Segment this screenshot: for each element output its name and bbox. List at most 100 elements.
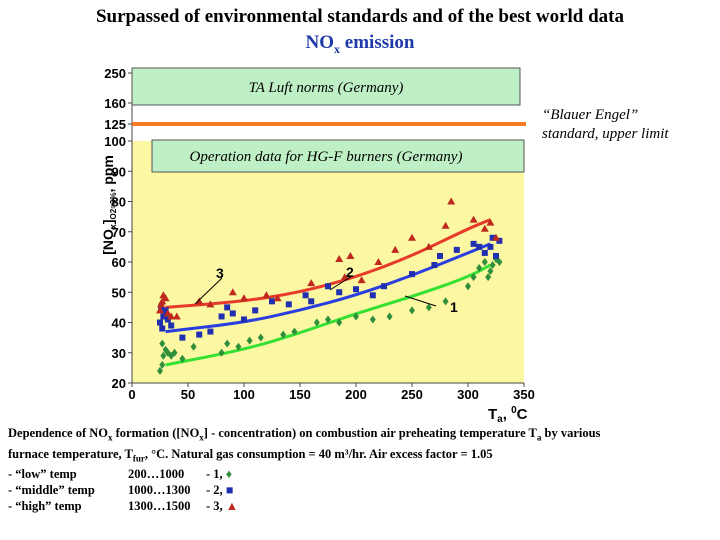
curve-3-label: 3	[216, 265, 224, 281]
subtitle-rest: emission	[340, 32, 415, 53]
y-tick-label: 80	[112, 195, 126, 210]
point-low	[179, 354, 186, 363]
point-high	[273, 294, 282, 302]
point-low	[476, 264, 483, 273]
point-low	[409, 306, 415, 315]
triangle-icon: ▲	[225, 499, 239, 513]
subtitle-sub: x	[334, 41, 341, 56]
ta-luft-label: TA Luft norms (Germany)	[249, 80, 404, 96]
point-middle	[285, 301, 292, 308]
point-high	[167, 312, 176, 320]
point-middle	[325, 283, 331, 290]
point-high	[469, 215, 478, 223]
point-high	[391, 245, 400, 253]
point-low	[336, 318, 343, 327]
point-middle	[162, 307, 169, 314]
plot-area	[131, 68, 526, 384]
blauer-engel-annotation: “Blauer Engel” standard, upper limit	[542, 106, 717, 144]
diamond-icon: ♦	[225, 467, 233, 481]
point-high	[228, 288, 237, 296]
point-middle	[381, 283, 387, 290]
point-middle	[369, 292, 376, 299]
page-title: Surpassed of environmental standards and…	[95, 6, 625, 27]
point-high	[374, 258, 383, 265]
x-tick-label: 200	[345, 387, 367, 402]
point-high	[441, 221, 450, 229]
point-low	[386, 312, 393, 321]
curve-1	[165, 263, 492, 367]
point-middle	[269, 298, 275, 305]
y-tick-label: 70	[112, 225, 126, 240]
y-tick-label: 125	[104, 117, 126, 132]
x-tick-label: 300	[457, 387, 479, 402]
plot-background	[132, 141, 524, 383]
point-middle	[481, 249, 488, 256]
y-axis-label: [NOx]O2=3%, ppm	[100, 155, 118, 255]
data-points	[156, 197, 503, 375]
x-tick-label: 150	[289, 387, 311, 402]
point-high	[262, 291, 271, 299]
point-middle	[168, 322, 175, 329]
x-axis-label: Ta, 0C	[488, 405, 528, 425]
point-low	[369, 315, 376, 324]
y-tick-label: 160	[104, 96, 126, 111]
curve-labels: 3 2 1	[194, 264, 458, 315]
point-middle	[487, 243, 494, 250]
caption-line-1: Dependence of NOx formation ([NOx] - con…	[8, 426, 601, 443]
point-high	[424, 242, 433, 250]
legend-row-high: - “high” temp 1300…1500- 3, ▲	[8, 499, 239, 513]
point-middle	[489, 234, 496, 241]
point-high	[480, 224, 489, 232]
point-middle	[308, 298, 315, 305]
point-high	[357, 276, 366, 284]
y-tick-label: 250	[104, 66, 126, 81]
point-middle	[224, 304, 231, 311]
page-subtitle: NOx emission	[0, 32, 720, 57]
point-middle	[158, 304, 165, 311]
curve-1-label: 1	[450, 299, 458, 315]
point-low	[485, 273, 492, 282]
y-tick-label: 40	[112, 316, 126, 331]
point-high	[307, 279, 316, 287]
point-low	[160, 351, 167, 360]
point-middle	[453, 246, 460, 253]
point-middle	[470, 240, 477, 247]
point-middle	[353, 286, 359, 293]
point-low	[224, 339, 231, 348]
point-middle	[476, 243, 483, 250]
y-axis: 20 30 40 50 60 70 80 90 100 125 160 250	[104, 66, 132, 391]
point-middle	[493, 252, 499, 259]
point-middle	[159, 325, 166, 332]
point-low	[157, 366, 163, 375]
x-axis: 0 50 100 150 200 250 300 350	[128, 383, 535, 402]
point-low	[171, 348, 178, 357]
x-tick-label: 0	[128, 387, 135, 402]
blauer-engel-line2: standard, upper limit	[542, 126, 669, 142]
point-high	[157, 300, 166, 308]
x-tick-label: 50	[181, 387, 195, 402]
point-middle	[437, 252, 443, 259]
point-middle	[164, 316, 171, 323]
point-high	[240, 294, 248, 302]
point-high	[340, 273, 349, 281]
point-low	[280, 330, 287, 339]
point-middle	[207, 328, 214, 335]
legend-row-low: - “low” temp 200…1000- 1, ♦	[8, 467, 233, 481]
point-middle	[160, 313, 167, 320]
x-tick-label: 350	[513, 387, 535, 402]
caption-line-2: furnace temperature, Tfur, °C. Natural g…	[8, 446, 493, 464]
point-low	[465, 282, 471, 291]
point-low	[442, 297, 449, 306]
y-tick-label: 30	[112, 346, 126, 361]
point-high	[172, 312, 181, 320]
y-tick-label: 20	[112, 376, 126, 391]
point-high	[163, 309, 172, 317]
point-middle	[336, 289, 343, 296]
point-low	[291, 327, 298, 336]
operation-label: Operation data for HG-F burners (Germany…	[190, 149, 463, 165]
curve-2-label: 2	[346, 264, 354, 280]
point-high	[346, 251, 355, 259]
point-high	[335, 254, 344, 262]
y-tick-label: 100	[104, 134, 126, 149]
point-high	[156, 306, 164, 314]
